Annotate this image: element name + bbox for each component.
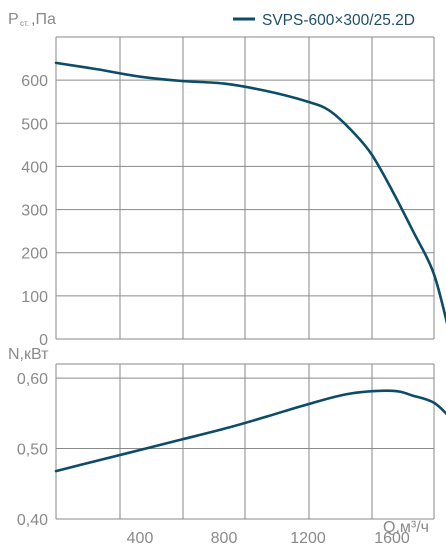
y-tick-label: 500 <box>21 116 48 133</box>
x-tick-label: 400 <box>127 530 154 545</box>
series-line <box>54 61 446 325</box>
legend-label: SVPS-600×300/25.2D <box>262 12 415 29</box>
y-tick-label: 0,50 <box>17 442 48 459</box>
y-tick-label: 600 <box>21 73 48 90</box>
pressure-y-label: P ст. ,Па <box>8 11 56 28</box>
y-tick-label: 400 <box>21 159 48 176</box>
y-tick-label: 200 <box>21 246 48 263</box>
power-plot: 0,40 0,50 0,60 400 800 1200 1600 <box>17 363 446 545</box>
x-tick-label: 800 <box>211 530 238 545</box>
series-line <box>54 389 446 473</box>
power-y-label: N,кВт <box>8 346 49 363</box>
y-tick-label: 300 <box>21 203 48 220</box>
pressure-y-label-sub: ст. <box>20 19 29 28</box>
pressure-plot: 0 100 200 300 400 500 600 <box>21 36 446 349</box>
y-tick-label: 0,40 <box>17 512 48 529</box>
legend: SVPS-600×300/25.2D <box>233 12 415 29</box>
pressure-y-label-main: P <box>8 11 19 28</box>
y-tick-label: 0 <box>39 332 48 349</box>
pressure-y-label-unit: ,Па <box>31 11 56 28</box>
x-tick-label: 1200 <box>290 530 326 545</box>
y-tick-label: 0,60 <box>17 371 48 388</box>
x-tick-label: 1600 <box>374 530 410 545</box>
y-tick-label: 100 <box>21 289 48 306</box>
flow-x-label: Q,м³/ч <box>383 519 429 536</box>
